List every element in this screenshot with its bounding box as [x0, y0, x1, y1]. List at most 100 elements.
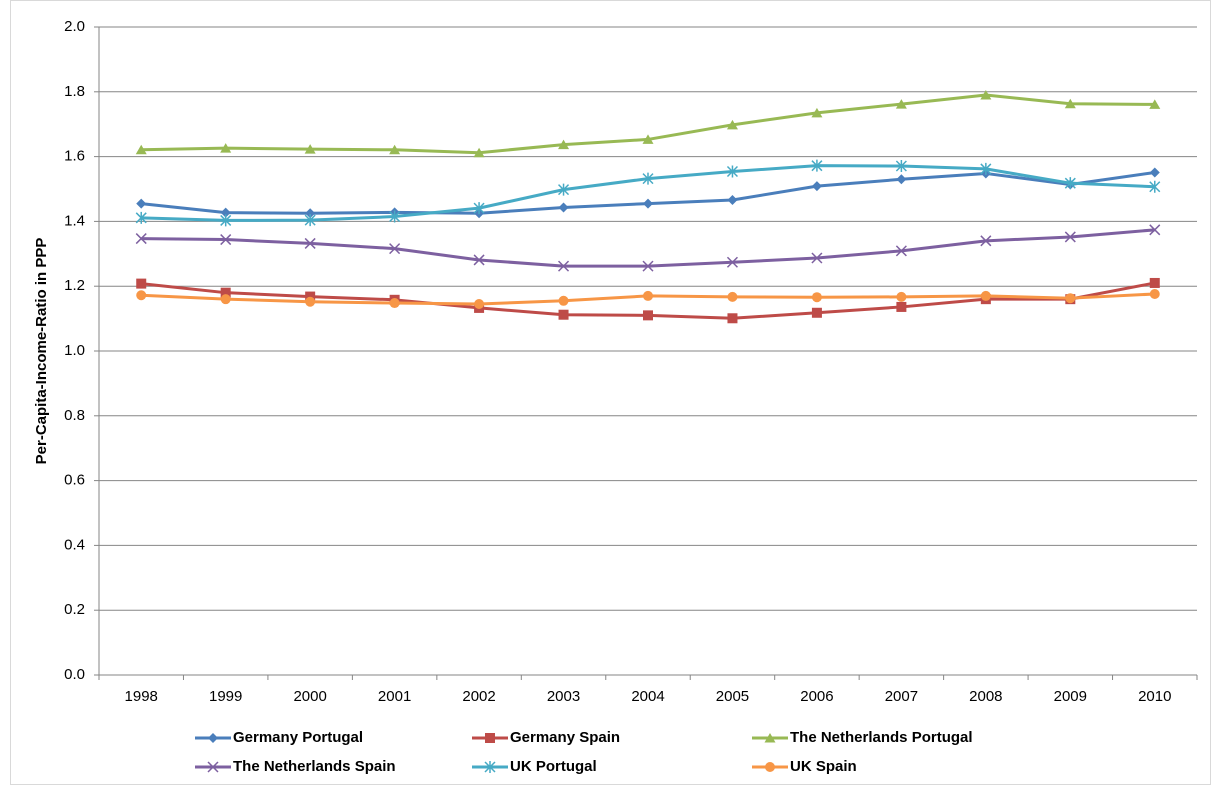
data-point [473, 202, 485, 215]
data-point [896, 174, 907, 185]
data-point [389, 243, 401, 255]
data-point [558, 183, 570, 196]
y-tick-label: 0.4 [64, 536, 85, 553]
data-point [558, 309, 569, 320]
x-tick-label: 1998 [125, 688, 158, 705]
legend-marker [208, 733, 218, 743]
data-point [304, 214, 316, 227]
y-axis-title: Per-Capita-Income-Ratio in PPP [33, 238, 50, 465]
x-tick-label: 2002 [462, 688, 495, 705]
data-point [896, 301, 907, 312]
x-tick-label: 2001 [378, 688, 411, 705]
legend-label: The Netherlands Portugal [790, 729, 973, 746]
data-point [135, 211, 147, 224]
data-point [220, 294, 231, 305]
y-tick-label: 1.6 [64, 148, 85, 165]
data-point [980, 162, 992, 175]
data-point [136, 278, 147, 289]
data-point [980, 290, 991, 301]
y-tick-label: 1.8 [64, 83, 85, 100]
legend-label: UK Portugal [510, 758, 597, 775]
data-point [1149, 180, 1161, 193]
data-point [1149, 277, 1160, 288]
data-point [895, 99, 907, 109]
y-tick-label: 0.0 [64, 666, 85, 683]
x-tick-label: 2003 [547, 688, 580, 705]
data-point [136, 290, 147, 301]
legend-marker [484, 761, 496, 773]
x-tick-label: 2010 [1138, 688, 1171, 705]
data-point [220, 214, 232, 227]
data-point [726, 119, 738, 130]
y-tick-label: 0.6 [64, 472, 85, 489]
data-point [220, 143, 232, 153]
data-point [305, 291, 316, 302]
y-tick-label: 0.8 [64, 407, 85, 424]
legend-label: UK Spain [790, 758, 857, 775]
data-point [474, 299, 485, 310]
data-point [895, 159, 907, 172]
x-tick-label: 2004 [631, 688, 664, 705]
legend-label: Germany Portugal [233, 729, 363, 746]
data-point [643, 290, 653, 301]
data-point [811, 292, 822, 303]
data-point [389, 298, 400, 309]
x-tick-label: 2006 [800, 688, 833, 705]
data-point [811, 307, 822, 318]
legend-label: Germany Spain [510, 729, 620, 746]
data-point [558, 139, 570, 150]
data-point [558, 295, 569, 306]
legend-label: The Netherlands Spain [233, 758, 396, 775]
data-point [811, 159, 823, 172]
data-point [558, 202, 569, 213]
data-point [1149, 288, 1160, 299]
data-point [811, 181, 822, 192]
data-point [727, 313, 738, 324]
data-point [1065, 293, 1076, 304]
x-tick-label: 2007 [885, 688, 918, 705]
data-point [1149, 167, 1160, 178]
data-point [389, 144, 401, 155]
y-tick-label: 0.2 [64, 601, 85, 618]
data-point [727, 291, 738, 302]
data-point [1064, 98, 1076, 109]
x-tick-label: 2009 [1054, 688, 1087, 705]
x-tick-label: 2005 [716, 688, 749, 705]
data-point [558, 260, 570, 272]
y-tick-label: 2.0 [64, 18, 85, 35]
chart-frame [10, 0, 1211, 785]
data-point [643, 310, 653, 321]
x-tick-label: 1999 [209, 688, 242, 705]
data-point [726, 256, 738, 268]
data-point [980, 235, 992, 247]
y-tick-label: 1.4 [64, 212, 85, 229]
data-point [895, 245, 907, 257]
data-point [305, 296, 316, 307]
data-point [473, 254, 485, 266]
data-point [135, 233, 147, 245]
data-point [220, 234, 232, 246]
legend-marker [765, 762, 775, 772]
data-point [727, 195, 738, 206]
data-point [1064, 177, 1076, 190]
data-point [896, 291, 907, 302]
legend-marker [764, 733, 776, 743]
data-point [220, 287, 231, 298]
data-point [135, 144, 147, 155]
data-point [473, 147, 485, 158]
y-tick-label: 1.0 [64, 342, 85, 359]
x-tick-label: 2000 [293, 688, 326, 705]
x-tick-label: 2008 [969, 688, 1002, 705]
data-point [811, 252, 823, 264]
data-point [726, 165, 738, 178]
data-point [642, 260, 654, 272]
data-point [304, 144, 316, 154]
data-point [643, 198, 653, 209]
data-point [220, 207, 231, 218]
data-point [389, 210, 401, 223]
data-point [642, 134, 654, 144]
data-point [305, 208, 316, 219]
data-point [811, 107, 823, 118]
